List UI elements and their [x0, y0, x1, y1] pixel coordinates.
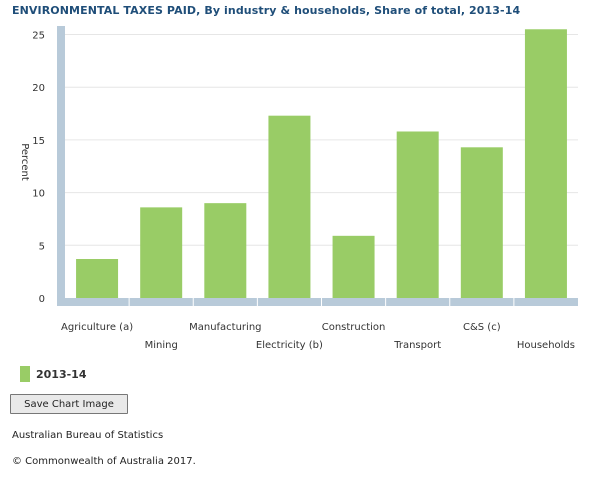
x-axis-band [57, 298, 578, 306]
y-tick-label: 0 [39, 294, 45, 305]
x-category-label: Transport [393, 340, 441, 351]
bar-chart: Percent 0 5 10 15 20 25 Agriculture (a) Mining M… [19, 26, 578, 351]
bar [460, 147, 503, 298]
save-chart-image-button[interactable]: Save Chart Image [10, 394, 128, 414]
legend: 2013-14 [20, 366, 87, 382]
bar [140, 207, 183, 298]
y-tick-label: 25 [32, 31, 45, 42]
x-category-label: Manufacturing [189, 322, 261, 333]
bar [332, 235, 375, 298]
y-tick-label: 5 [39, 241, 45, 252]
bar [204, 203, 247, 298]
legend-swatch [20, 366, 30, 382]
x-category-label: C&S (c) [463, 322, 501, 333]
source-text: Australian Bureau of Statistics [12, 430, 164, 441]
y-tick-label: 20 [32, 83, 45, 94]
bar [268, 115, 311, 298]
chart-title: ENVIRONMENTAL TAXES PAID, By industry & … [12, 4, 521, 17]
x-category-label: Electricity (b) [256, 340, 323, 351]
y-axis-label: Percent [19, 143, 30, 181]
legend-label: 2013-14 [36, 367, 87, 381]
x-category-label: Households [517, 340, 575, 351]
bar [76, 259, 119, 298]
bar [524, 29, 567, 299]
x-category-label: Construction [322, 322, 386, 333]
y-tick-label: 10 [32, 189, 45, 200]
y-axis-band [57, 26, 65, 306]
copyright-text: © Commonwealth of Australia 2017. [12, 456, 196, 467]
x-category-label: Agriculture (a) [61, 322, 133, 333]
y-tick-label: 15 [32, 136, 45, 147]
x-category-label: Mining [145, 340, 178, 351]
bar [396, 131, 439, 298]
